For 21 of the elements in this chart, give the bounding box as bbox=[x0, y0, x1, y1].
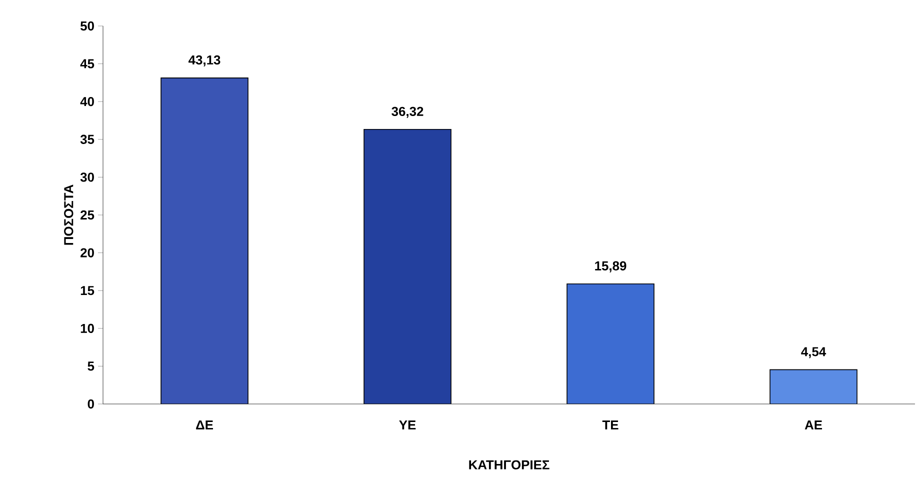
x-tick-label: ΥΕ bbox=[399, 420, 416, 430]
data-label: 15,89 bbox=[595, 261, 626, 272]
data-label: 4,54 bbox=[801, 347, 826, 358]
data-label: 43,13 bbox=[188, 55, 220, 66]
y-tick-label: 0 bbox=[88, 399, 94, 409]
y-tick-label: 50 bbox=[80, 21, 94, 31]
y-tick-label: 15 bbox=[80, 286, 94, 296]
data-label: 36,32 bbox=[392, 106, 424, 118]
y-tick-label: 10 bbox=[80, 324, 94, 333]
y-tick-label: 45 bbox=[80, 59, 94, 68]
x-tick-label: ΑΕ bbox=[804, 420, 822, 430]
y-tick-label: 30 bbox=[80, 172, 94, 182]
y-tick-label: 35 bbox=[80, 134, 94, 144]
x-axis-title: ΚΑΤΗΓΟΡΙΕΣ bbox=[469, 460, 550, 470]
x-tick-label: ΤΕ bbox=[602, 420, 618, 430]
y-tick-label: 25 bbox=[80, 210, 94, 220]
y-axis-title: ΠΟΣΟΣΤΑ bbox=[64, 184, 74, 245]
x-tick-label: ΔΕ bbox=[196, 420, 213, 430]
y-tick-label: 5 bbox=[88, 362, 94, 371]
y-tick-label: 20 bbox=[80, 248, 94, 258]
y-tick-label: 40 bbox=[80, 96, 94, 106]
